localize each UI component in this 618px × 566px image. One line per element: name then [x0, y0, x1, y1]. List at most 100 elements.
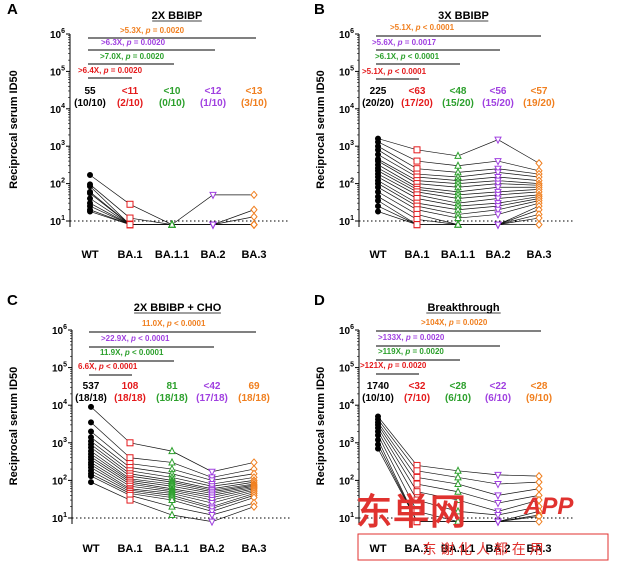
data-point-ba2: [208, 508, 216, 516]
gmt-value: <42: [204, 381, 221, 392]
x-tick-label: BA.3: [241, 543, 266, 555]
responder-count: (1/10): [200, 98, 226, 109]
panel-c: C 2X BBIBP + CHO Reciprocal serum ID50 101 1…: [7, 292, 290, 555]
x-tick-label: BA.1.1: [441, 249, 475, 261]
y-tick-label: 103: [339, 140, 354, 153]
data-point-ba2: [494, 211, 502, 220]
panel-b: B 3X BBIBP Reciprocal serum ID50 101 102 103 1…: [314, 1, 575, 261]
comparison-label: >22.9X, p < 0.0001: [101, 334, 170, 343]
responder-count: (3/10): [241, 98, 267, 109]
data-point-ba2: [208, 477, 216, 486]
data-point-ba2: [494, 184, 502, 192]
gmt-value: 55: [84, 86, 96, 97]
data-point-ba1: [413, 507, 421, 515]
data-point-ba2: [494, 492, 502, 500]
data-point-ba3: [250, 502, 258, 511]
data-point-ba11: [168, 510, 176, 519]
data-point-ba2: [494, 165, 502, 174]
data-point-wt: [87, 190, 93, 197]
gmt-value: 537: [83, 381, 100, 392]
gmt-value: <57: [531, 86, 548, 97]
gmt-value: <48: [450, 86, 467, 97]
data-point-wt: [375, 445, 381, 452]
data-point-ba1: [413, 473, 421, 481]
data-point-ba1: [413, 146, 421, 154]
responder-count: (10/10): [74, 98, 106, 109]
comparison-label: >104X, p = 0.0020: [421, 318, 488, 327]
comparison-label: >6.4X, p = 0.0020: [78, 66, 143, 75]
data-point-ba2: [494, 158, 502, 166]
x-tick-label: BA.2: [485, 543, 510, 555]
subject-line: [89, 193, 254, 225]
panel-label: B: [314, 1, 325, 18]
y-tick-label: 102: [339, 474, 354, 487]
comparison-label: >5.3X, p = 0.0020: [120, 26, 185, 35]
y-tick-label: 105: [339, 362, 354, 375]
y-tick-label: 104: [52, 399, 67, 412]
y-tick-label: 102: [52, 474, 67, 487]
panel-label: C: [7, 292, 18, 309]
data-point-ba1: [126, 214, 134, 222]
y-tick-label: 101: [50, 215, 65, 228]
data-point-wt: [88, 473, 94, 480]
x-tick-label: BA.1: [117, 249, 142, 261]
gmt-value: <12: [205, 86, 222, 97]
y-axis-label: Reciprocal serum ID50: [315, 367, 327, 486]
watermark-tagline: 东 谢 化 人 都 在 用: [422, 541, 543, 557]
x-tick-label: WT: [369, 249, 386, 261]
x-tick-label: WT: [82, 543, 99, 555]
data-point-ba11: [454, 220, 462, 228]
data-point-ba1: [126, 496, 134, 504]
responder-count: (7/10): [404, 393, 430, 404]
comparison-label: >5.1X, p < 0.0001: [390, 23, 455, 32]
data-point-wt: [375, 203, 381, 210]
data-point-ba1: [413, 518, 421, 526]
responder-count: (10/10): [362, 393, 394, 404]
responder-count: (18/18): [114, 393, 146, 404]
data-point-wt: [87, 183, 93, 190]
y-tick-label: 104: [339, 399, 354, 412]
y-axis-label: Reciprocal serum ID50: [8, 70, 20, 189]
x-tick-label: BA.1: [404, 543, 429, 555]
data-point-ba1: [126, 200, 134, 208]
responder-count: (15/20): [482, 98, 514, 109]
data-point-ba1: [126, 439, 134, 447]
comparison-label: >6.3X, p = 0.0020: [101, 38, 166, 47]
gmt-value: <28: [450, 381, 467, 392]
y-tick-label: 104: [50, 103, 65, 116]
data-point-ba11: [454, 495, 462, 504]
data-point-wt: [87, 171, 93, 178]
data-point-ba1: [413, 221, 421, 229]
gmt-value: <63: [409, 86, 426, 97]
responder-count: (18/18): [75, 393, 107, 404]
data-point-ba3: [250, 212, 258, 222]
y-tick-label: 103: [52, 437, 67, 450]
responder-count: (6/10): [485, 393, 511, 404]
data-point-ba1: [413, 157, 421, 165]
y-tick-label: 103: [50, 140, 65, 153]
x-tick-label: BA.1.1: [441, 543, 475, 555]
data-point-ba2: [494, 169, 502, 177]
data-point-ba3: [250, 220, 258, 229]
comparison-label: >121X, p = 0.0020: [360, 361, 427, 370]
gmt-value: <22: [490, 381, 507, 392]
data-point-ba2: [208, 512, 216, 520]
data-point-wt: [88, 428, 94, 435]
watermark-app-text: APP: [523, 493, 574, 520]
gmt-value: 1740: [367, 381, 390, 392]
gmt-value: <28: [531, 381, 548, 392]
responder-count: (9/10): [526, 393, 552, 404]
comparison-label: 6.6X, p < 0.0001: [78, 362, 138, 371]
data-point-ba1: [413, 496, 421, 504]
panel-label: D: [314, 292, 325, 309]
subject-line: [377, 138, 540, 164]
y-tick-label: 101: [52, 512, 67, 525]
y-tick-label: 106: [339, 28, 354, 41]
data-point-ba2: [494, 195, 502, 204]
data-point-ba2: [494, 481, 502, 489]
y-tick-label: 106: [52, 324, 67, 337]
x-tick-label: BA.2: [199, 543, 224, 555]
comparison-label: 11.9X, p < 0.0001: [100, 348, 164, 357]
data-point-ba2: [494, 206, 502, 215]
gmt-value: 108: [122, 381, 139, 392]
